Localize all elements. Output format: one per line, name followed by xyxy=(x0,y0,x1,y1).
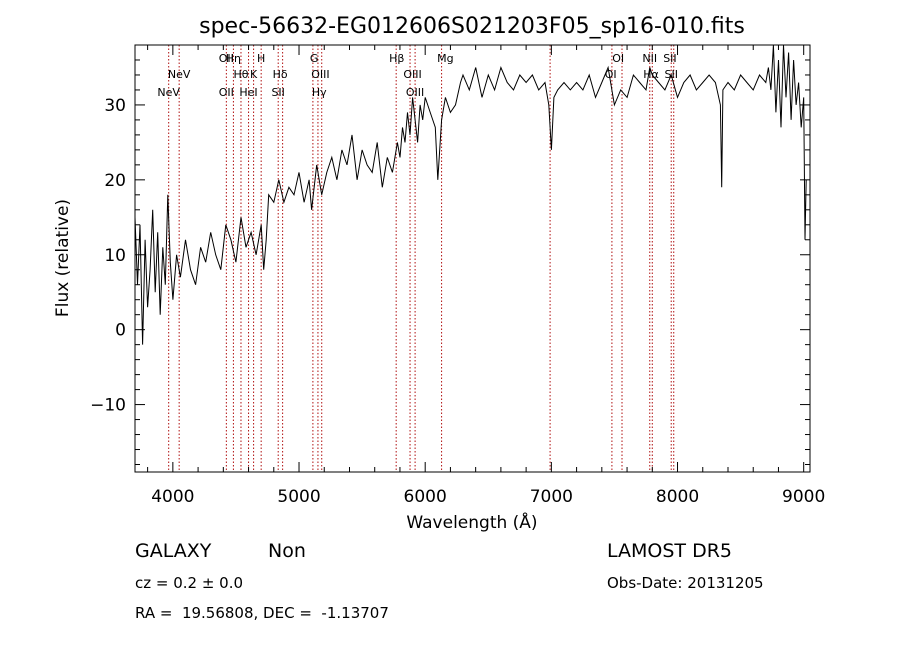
line-label-17: Mg xyxy=(437,52,453,65)
line-label-23: SII xyxy=(663,52,676,65)
x-axis-ticks: 4000 5000 6000 7000 8000 9000 xyxy=(147,45,825,507)
x-tick-label-0: 4000 xyxy=(151,487,194,507)
line-label-14: Hβ xyxy=(389,52,404,65)
chart-title: spec-56632-EG012606S021203F05_sp16-010.f… xyxy=(199,14,745,39)
line-label-11: G xyxy=(310,52,319,65)
line-label-7: K xyxy=(250,68,258,81)
y-tick-label-3: 20 xyxy=(104,171,126,191)
line-label-4: Hη xyxy=(226,52,241,65)
line-label-19: OI xyxy=(612,52,624,65)
object-class: GALAXY xyxy=(135,540,212,562)
line-label-9: Hδ xyxy=(273,68,288,81)
y-tick-label-1: 0 xyxy=(115,321,126,341)
line-label-12: OIII xyxy=(311,68,329,81)
x-tick-label-5: 9000 xyxy=(782,487,825,507)
line-label-21: NII xyxy=(642,52,657,65)
y-tick-label-0: −10 xyxy=(90,396,126,416)
object-subclass: Non xyxy=(268,540,306,562)
spectrum-line xyxy=(134,44,807,345)
line-label-20: OI xyxy=(605,68,617,81)
plot-frame xyxy=(134,44,811,473)
redshift-cz: cz = 0.2 ± 0.0 xyxy=(135,574,244,592)
observation-date: Obs-Date: 20131205 xyxy=(607,574,764,592)
line-label-16: OIII xyxy=(406,86,424,99)
line-label-15: OIII xyxy=(403,68,421,81)
line-label-13: Hγ xyxy=(312,86,327,99)
x-tick-label-2: 6000 xyxy=(404,487,447,507)
line-label-3: OII xyxy=(219,86,234,99)
line-label-6: HeI xyxy=(239,86,257,99)
x-tick-label-3: 7000 xyxy=(530,487,573,507)
y-axis-ticks: −10 0 10 20 30 xyxy=(90,59,810,466)
line-label-2: OII xyxy=(219,52,234,65)
y-axis-label: Flux (relative) xyxy=(53,199,73,317)
spectral-line-labels: NeVNeVOIIOIIHηHθHeIKHHδSIIGOIIIHγHβOIIIO… xyxy=(157,52,678,99)
line-label-10: SII xyxy=(271,86,284,99)
line-label-0: NeV xyxy=(157,86,180,99)
x-tick-label-1: 5000 xyxy=(277,487,320,507)
x-axis-label: Wavelength (Å) xyxy=(406,511,537,533)
x-tick-label-4: 8000 xyxy=(656,487,699,507)
line-label-1: NeV xyxy=(168,68,191,81)
y-tick-label-4: 30 xyxy=(104,96,126,116)
line-label-5: Hθ xyxy=(233,68,248,81)
survey-name: LAMOST DR5 xyxy=(607,540,732,562)
ra-dec-coordinates: RA = 19.56808, DEC = -1.13707 xyxy=(135,604,389,622)
spectral-line-markers xyxy=(168,45,675,472)
line-label-8: H xyxy=(257,52,265,65)
y-tick-label-2: 10 xyxy=(104,246,126,266)
